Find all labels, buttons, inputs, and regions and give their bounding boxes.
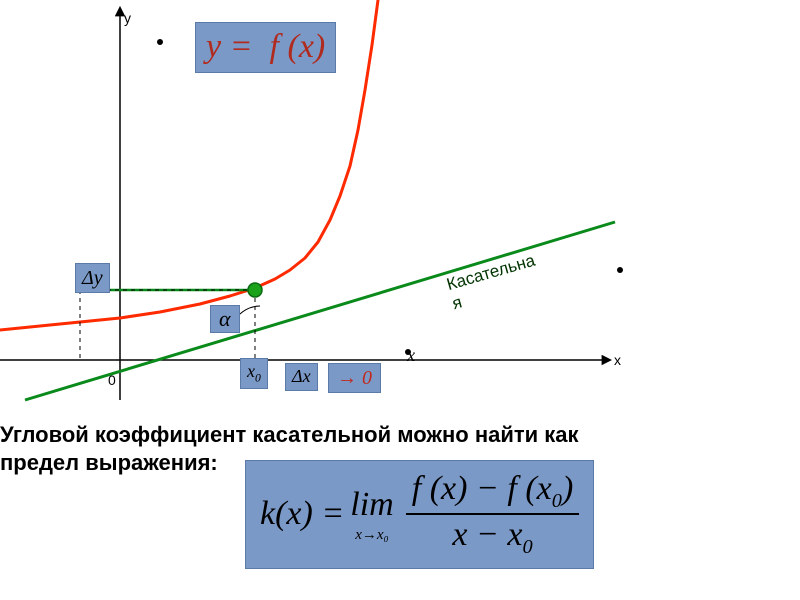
label-x0: x0 (240, 358, 268, 389)
formula-lim-sub: x→x₀ (355, 526, 389, 544)
formula-lim: lim (350, 485, 393, 526)
label-alpha: α (210, 305, 240, 333)
bottom-text-line2: предел выражения: (0, 450, 218, 476)
formula-limit-box: k(x) = lim x→x₀ f (x) − f (x0) x − x0 (245, 460, 594, 569)
chart-svg (0, 0, 800, 420)
axis-label-x: х (614, 352, 621, 368)
label-delta-x: Δx (285, 363, 318, 391)
label-delta-y: Δy (75, 263, 110, 293)
formula-kx: k(x) = (260, 494, 344, 535)
label-to-zero: → 0 (328, 363, 381, 393)
formula-denominator: x − x0 (446, 515, 538, 559)
origin-label: 0 (108, 372, 116, 388)
equation-box-fx: y = f (x) (195, 22, 336, 73)
axis-label-y: у (124, 10, 131, 26)
label-x: x (401, 345, 421, 367)
bottom-text-line1: Угловой коэффициент касательной можно на… (0, 422, 579, 448)
chart-area (0, 0, 800, 450)
formula-numerator: f (x) − f (x0) (406, 469, 580, 515)
